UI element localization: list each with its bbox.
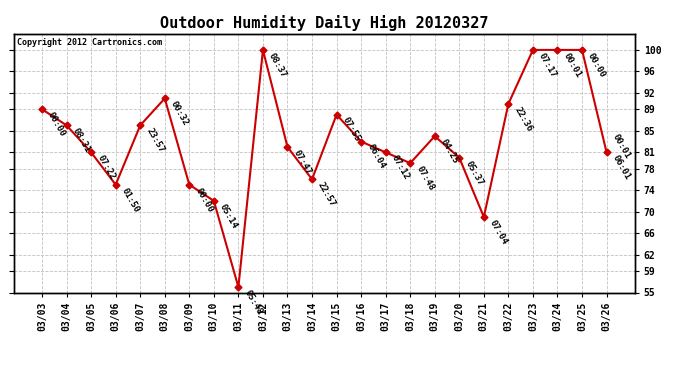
Text: 07:55: 07:55	[341, 116, 362, 144]
Text: 04:25: 04:25	[439, 138, 460, 165]
Text: 00:01: 00:01	[562, 51, 583, 79]
Text: 06:04: 06:04	[365, 143, 386, 171]
Text: 00:01: 00:01	[611, 132, 632, 160]
Text: 00:00: 00:00	[193, 186, 215, 214]
Text: 07:47: 07:47	[292, 148, 313, 176]
Text: 07:04: 07:04	[488, 218, 509, 246]
Text: 07:17: 07:17	[537, 51, 558, 79]
Text: 23:57: 23:57	[144, 127, 166, 154]
Text: 08:31: 08:31	[71, 127, 92, 154]
Text: 08:37: 08:37	[267, 51, 288, 79]
Text: 07:12: 07:12	[390, 154, 411, 182]
Text: Copyright 2012 Cartronics.com: Copyright 2012 Cartronics.com	[17, 38, 162, 46]
Text: 07:48: 07:48	[415, 165, 435, 192]
Text: 00:00: 00:00	[586, 51, 607, 79]
Text: 01:50: 01:50	[120, 186, 141, 214]
Text: 05:48: 05:48	[243, 288, 264, 316]
Text: 07:22: 07:22	[95, 154, 117, 182]
Text: 06:01: 06:01	[611, 154, 632, 182]
Text: 05:37: 05:37	[464, 159, 484, 187]
Text: 05:14: 05:14	[218, 202, 239, 230]
Text: 00:00: 00:00	[46, 111, 68, 138]
Text: 00:32: 00:32	[169, 100, 190, 128]
Text: 22:57: 22:57	[316, 181, 337, 209]
Title: Outdoor Humidity Daily High 20120327: Outdoor Humidity Daily High 20120327	[160, 15, 489, 31]
Text: 22:36: 22:36	[513, 105, 534, 133]
